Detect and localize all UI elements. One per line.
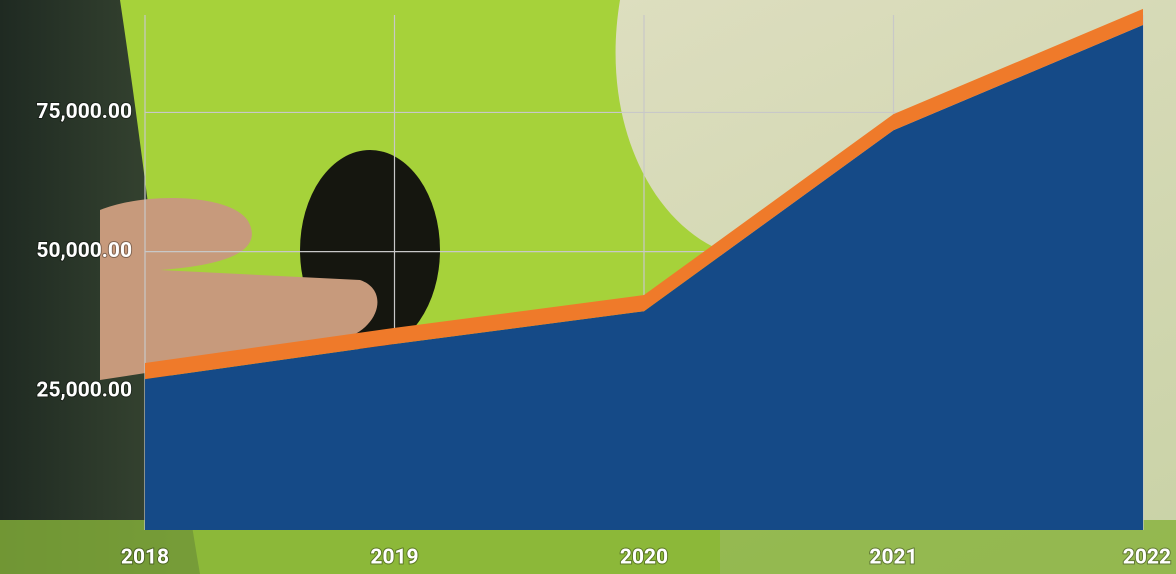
x-tick-label: 2021 bbox=[869, 546, 917, 570]
y-tick-label: 25,000.00 bbox=[36, 378, 132, 402]
x-tick-label: 2022 bbox=[1123, 546, 1171, 570]
x-tick-label: 2018 bbox=[121, 546, 169, 570]
area-series bbox=[145, 25, 1143, 531]
x-tick-label: 2020 bbox=[620, 546, 668, 570]
x-tick-label: 2019 bbox=[370, 546, 418, 570]
y-tick-label: 50,000.00 bbox=[36, 239, 132, 263]
y-tick-label: 75,000.00 bbox=[36, 100, 132, 124]
area-series bbox=[145, 8, 1143, 380]
